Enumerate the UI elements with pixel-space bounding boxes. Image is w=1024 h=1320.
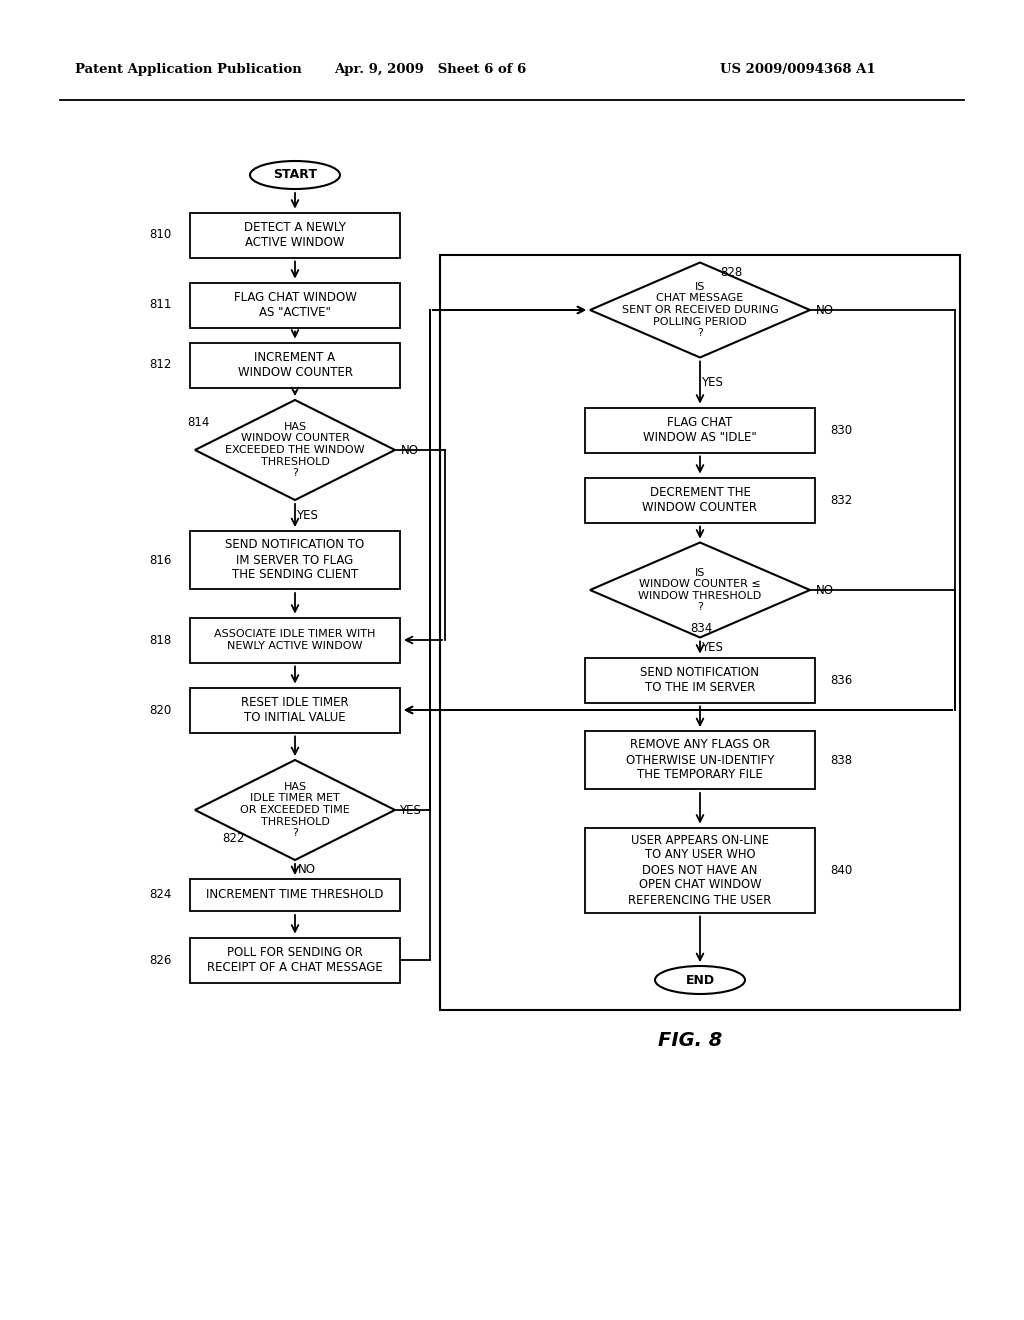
Bar <box>190 342 400 388</box>
Text: Patent Application Publication: Patent Application Publication <box>75 63 302 77</box>
Text: NO: NO <box>816 583 834 597</box>
Text: POLL FOR SENDING OR
RECEIPT OF A CHAT MESSAGE: POLL FOR SENDING OR RECEIPT OF A CHAT ME… <box>207 946 383 974</box>
Bar <box>585 657 815 702</box>
Text: IS
CHAT MESSAGE
SENT OR RECEIVED DURING
POLLING PERIOD
?: IS CHAT MESSAGE SENT OR RECEIVED DURING … <box>622 281 778 338</box>
Text: HAS
WINDOW COUNTER
EXCEEDED THE WINDOW
THRESHOLD
?: HAS WINDOW COUNTER EXCEEDED THE WINDOW T… <box>225 422 365 478</box>
Text: 824: 824 <box>150 888 172 902</box>
Text: END: END <box>685 974 715 986</box>
Text: FLAG CHAT WINDOW
AS "ACTIVE": FLAG CHAT WINDOW AS "ACTIVE" <box>233 290 356 319</box>
Text: 811: 811 <box>150 298 172 312</box>
Text: START: START <box>273 169 317 181</box>
Text: SEND NOTIFICATION
TO THE IM SERVER: SEND NOTIFICATION TO THE IM SERVER <box>640 667 760 694</box>
Bar <box>190 213 400 257</box>
Text: HAS
IDLE TIMER MET
OR EXCEEDED TIME
THRESHOLD
?: HAS IDLE TIMER MET OR EXCEEDED TIME THRE… <box>240 781 350 838</box>
Polygon shape <box>590 543 810 638</box>
Text: DECREMENT THE
WINDOW COUNTER: DECREMENT THE WINDOW COUNTER <box>642 486 758 513</box>
Text: Apr. 9, 2009   Sheet 6 of 6: Apr. 9, 2009 Sheet 6 of 6 <box>334 63 526 77</box>
Bar <box>585 731 815 789</box>
Polygon shape <box>195 400 395 500</box>
Text: USER APPEARS ON-LINE
TO ANY USER WHO
DOES NOT HAVE AN
OPEN CHAT WINDOW
REFERENCI: USER APPEARS ON-LINE TO ANY USER WHO DOE… <box>629 833 772 907</box>
Bar <box>190 688 400 733</box>
Bar <box>585 408 815 453</box>
Bar <box>190 879 400 911</box>
Text: YES: YES <box>701 376 723 389</box>
Text: 826: 826 <box>150 953 172 966</box>
Text: 810: 810 <box>150 228 172 242</box>
Text: US 2009/0094368 A1: US 2009/0094368 A1 <box>720 63 876 77</box>
Text: 832: 832 <box>830 494 852 507</box>
Text: 814: 814 <box>187 416 210 429</box>
Text: RESET IDLE TIMER
TO INITIAL VALUE: RESET IDLE TIMER TO INITIAL VALUE <box>242 696 349 723</box>
Bar <box>190 937 400 982</box>
Ellipse shape <box>655 966 745 994</box>
Polygon shape <box>195 760 395 861</box>
Text: 840: 840 <box>830 863 852 876</box>
Text: YES: YES <box>399 804 421 817</box>
Bar <box>585 828 815 912</box>
Text: 822: 822 <box>222 832 245 845</box>
Text: 816: 816 <box>150 553 172 566</box>
Bar <box>190 282 400 327</box>
Text: 830: 830 <box>830 424 852 437</box>
Polygon shape <box>590 263 810 358</box>
Text: 836: 836 <box>830 673 852 686</box>
Text: 820: 820 <box>150 704 172 717</box>
Bar <box>190 618 400 663</box>
Text: NO: NO <box>816 304 834 317</box>
Bar <box>440 255 961 1010</box>
Text: SEND NOTIFICATION TO
IM SERVER TO FLAG
THE SENDING CLIENT: SEND NOTIFICATION TO IM SERVER TO FLAG T… <box>225 539 365 582</box>
Text: NO: NO <box>298 863 316 876</box>
Bar <box>585 478 815 523</box>
Text: FIG. 8: FIG. 8 <box>657 1031 722 1049</box>
Text: INCREMENT TIME THRESHOLD: INCREMENT TIME THRESHOLD <box>206 888 384 902</box>
Text: 812: 812 <box>150 359 172 371</box>
Text: 818: 818 <box>150 634 172 647</box>
Text: 828: 828 <box>720 265 742 279</box>
Text: INCREMENT A
WINDOW COUNTER: INCREMENT A WINDOW COUNTER <box>238 351 352 379</box>
Text: 838: 838 <box>830 754 852 767</box>
Text: YES: YES <box>701 642 723 653</box>
Text: 834: 834 <box>690 622 713 635</box>
Text: IS
WINDOW COUNTER ≤
WINDOW THRESHOLD
?: IS WINDOW COUNTER ≤ WINDOW THRESHOLD ? <box>638 568 762 612</box>
Bar <box>190 531 400 589</box>
Text: DETECT A NEWLY
ACTIVE WINDOW: DETECT A NEWLY ACTIVE WINDOW <box>244 220 346 249</box>
Text: REMOVE ANY FLAGS OR
OTHERWISE UN-IDENTIFY
THE TEMPORARY FILE: REMOVE ANY FLAGS OR OTHERWISE UN-IDENTIF… <box>626 738 774 781</box>
Text: YES: YES <box>296 510 317 521</box>
Text: FLAG CHAT
WINDOW AS "IDLE": FLAG CHAT WINDOW AS "IDLE" <box>643 416 757 444</box>
Text: ASSOCIATE IDLE TIMER WITH
NEWLY ACTIVE WINDOW: ASSOCIATE IDLE TIMER WITH NEWLY ACTIVE W… <box>214 630 376 651</box>
Ellipse shape <box>250 161 340 189</box>
Text: NO: NO <box>401 444 419 457</box>
